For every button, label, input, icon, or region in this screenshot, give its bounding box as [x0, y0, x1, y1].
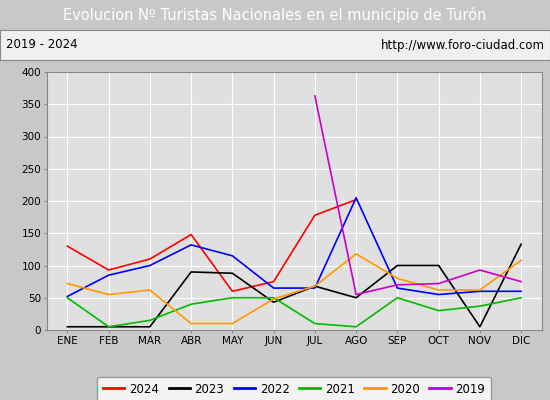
Legend: 2024, 2023, 2022, 2021, 2020, 2019: 2024, 2023, 2022, 2021, 2020, 2019 — [97, 377, 491, 400]
Text: http://www.foro-ciudad.com: http://www.foro-ciudad.com — [381, 38, 544, 52]
Text: Evolucion Nº Turistas Nacionales en el municipio de Turón: Evolucion Nº Turistas Nacionales en el m… — [63, 7, 487, 23]
Text: 2019 - 2024: 2019 - 2024 — [6, 38, 77, 52]
